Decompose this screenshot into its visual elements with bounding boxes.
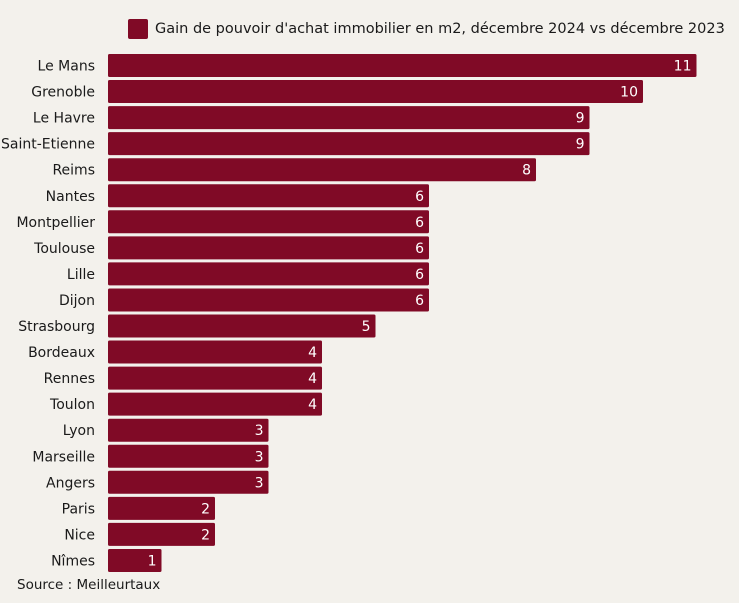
category-label-rennes: Rennes [44,371,95,387]
category-label-dijon: Dijon [59,293,95,309]
value-label-montpellier: 6 [415,215,424,231]
category-label-toulouse: Toulouse [33,241,95,257]
bar-grenoble [108,80,643,104]
category-label-grenoble: Grenoble [31,85,95,101]
category-label-angers: Angers [46,475,95,491]
value-label-grenoble: 10 [620,85,638,101]
bar-strasbourg [108,314,376,338]
legend: Gain de pouvoir d'achat immobilier en m2… [128,19,725,39]
category-label-strasbourg: Strasbourg [18,319,95,335]
category-label-lille: Lille [67,267,95,283]
value-label-marseille: 3 [255,449,264,465]
bar-nimes [108,548,162,572]
bar-bordeaux [108,340,322,364]
value-label-le-mans: 11 [674,59,692,75]
legend-swatch [128,19,148,39]
category-label-toulon: Toulon [49,397,95,413]
category-label-marseille: Marseille [32,449,95,465]
category-label-nimes: Nîmes [51,553,95,569]
bar-le-mans [108,54,697,77]
value-label-rennes: 4 [308,371,317,387]
category-label-le-mans: Le Mans [38,59,95,75]
category-label-montpellier: Montpellier [16,215,95,231]
bar-paris [108,496,215,520]
bar-marseille [108,444,269,468]
category-label-bordeaux: Bordeaux [28,345,95,361]
category-label-le-havre: Le Havre [33,111,95,127]
value-label-paris: 2 [201,501,210,517]
value-label-le-havre: 9 [576,111,585,127]
bar-toulon [108,392,322,416]
bar-saint-etienne [108,132,590,156]
bar-nice [108,522,215,546]
bar-nantes [108,184,429,208]
category-label-nantes: Nantes [46,189,95,205]
legend-label: Gain de pouvoir d'achat immobilier en m2… [155,21,725,37]
category-label-saint-etienne: Saint-Etienne [1,137,95,153]
category-labels: Le Mans Grenoble Le Havre Saint-Etienne Reim… [1,59,95,570]
bar-lyon [108,418,269,442]
value-label-lille: 6 [415,267,424,283]
value-label-toulon: 4 [308,397,317,413]
value-label-strasbourg: 5 [362,319,371,335]
value-label-lyon: 3 [255,423,264,439]
source-note: Source : Meilleurtaux [17,577,161,593]
value-label-dijon: 6 [415,293,424,309]
category-label-lyon: Lyon [63,423,95,439]
bar-reims [108,158,536,182]
bar-dijon [108,288,429,312]
value-label-reims: 8 [522,163,531,179]
value-label-nice: 2 [201,527,210,543]
value-label-saint-etienne: 9 [576,137,585,153]
bar-le-havre [108,106,590,130]
bars-group [108,54,697,572]
bar-toulouse [108,236,429,260]
bar-montpellier [108,210,429,234]
bar-lille [108,262,429,286]
value-labels: 11 10 9 9 8 6 6 6 6 6 5 4 4 4 3 3 3 2 2 1 [148,59,692,570]
category-label-paris: Paris [62,501,95,517]
value-label-nimes: 1 [148,553,157,569]
value-label-angers: 3 [255,475,264,491]
value-label-bordeaux: 4 [308,345,317,361]
category-label-nice: Nice [64,527,95,543]
value-label-nantes: 6 [415,189,424,205]
category-label-reims: Reims [52,163,95,179]
bar-angers [108,470,269,494]
bar-rennes [108,366,322,390]
value-label-toulouse: 6 [415,241,424,257]
